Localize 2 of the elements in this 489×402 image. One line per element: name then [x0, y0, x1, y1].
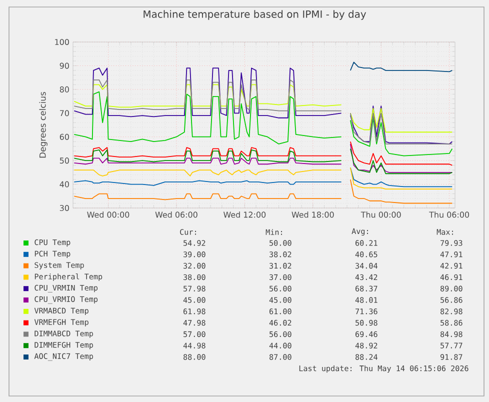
y-axis-title: Degrees celcius — [39, 92, 48, 158]
chart-title: Machine temperature based on IPMI - by day — [144, 10, 366, 20]
